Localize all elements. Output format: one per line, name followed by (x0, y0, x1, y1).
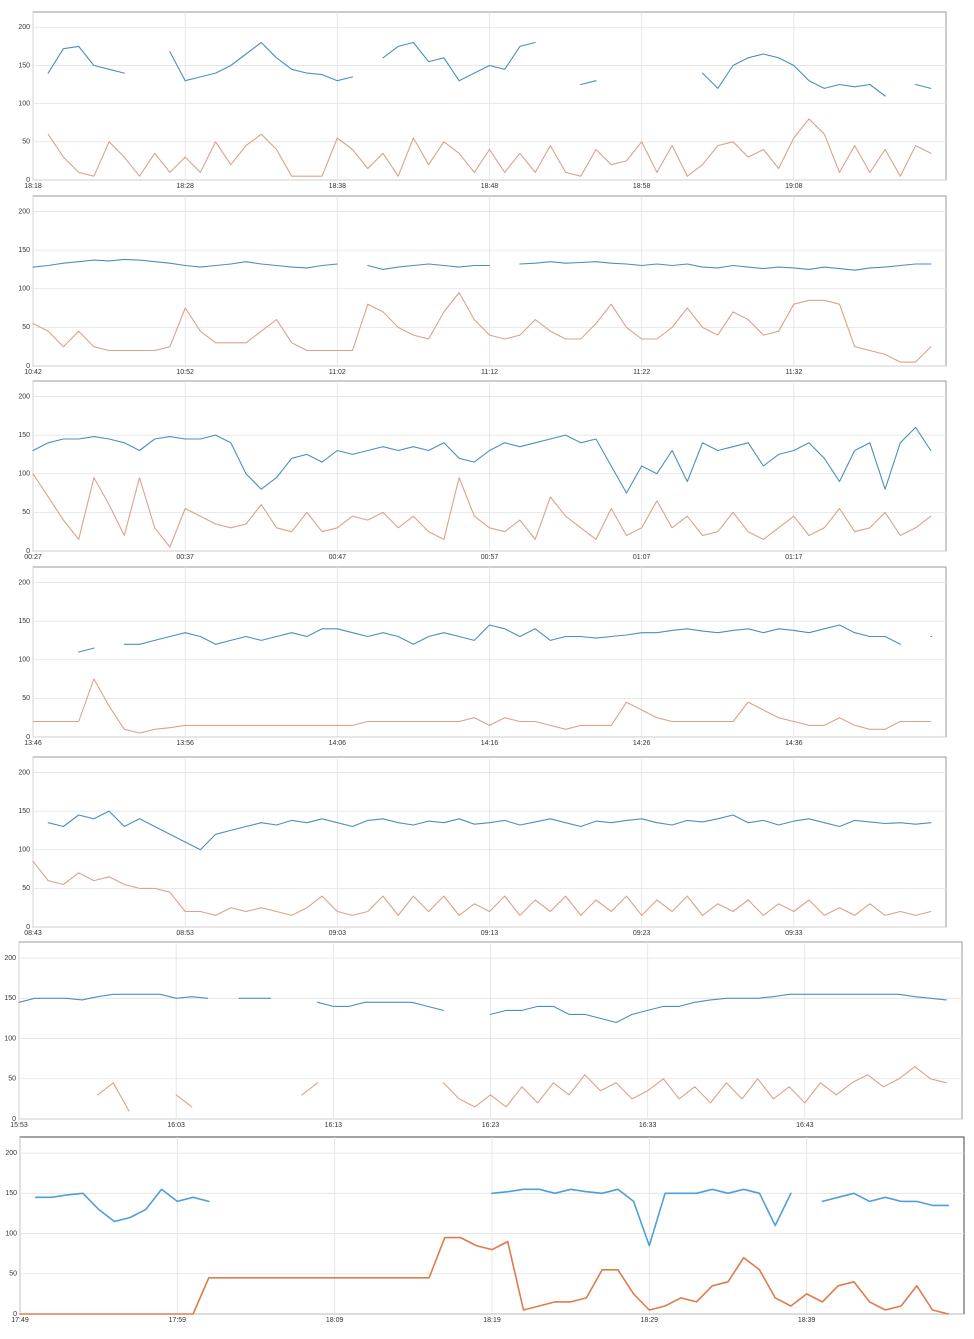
x-tick-label: 08:43 (24, 930, 42, 937)
trace-line (32, 678, 932, 734)
y-tick-label: 0 (26, 363, 30, 370)
x-tick-label: 18:09 (326, 1317, 344, 1324)
x-tick-label: 10:52 (176, 369, 194, 376)
y-tick-label: 50 (22, 139, 30, 146)
x-tick-label: 16:13 (325, 1122, 343, 1129)
y-tick-label: 200 (18, 208, 30, 215)
y-tick-label: 100 (18, 847, 30, 854)
x-tick-label: 00:57 (481, 554, 499, 561)
x-tick-label: 11:12 (481, 369, 498, 376)
y-tick-label: 150 (4, 995, 16, 1002)
trace-line (32, 860, 932, 916)
y-tick-label: 200 (5, 1150, 17, 1157)
x-tick-label: 18:28 (176, 183, 194, 190)
x-tick-label: 13:46 (24, 740, 42, 747)
x-tick-label: 17:59 (169, 1317, 187, 1324)
trace-line (32, 292, 932, 363)
x-tick-label: 00:27 (24, 554, 42, 561)
x-tick-label: 16:03 (167, 1122, 185, 1129)
trace-line (47, 118, 932, 177)
x-tick-label: 18:18 (24, 183, 42, 190)
x-tick-label: 11:22 (633, 369, 650, 376)
trace-line (47, 41, 932, 97)
y-tick-label: 100 (18, 471, 30, 478)
x-tick-label: 09:23 (633, 930, 651, 937)
trace-line (19, 1236, 950, 1315)
x-tick-label: 18:29 (641, 1317, 659, 1324)
y-tick-label: 200 (18, 393, 30, 400)
x-tick-label: 01:07 (633, 554, 651, 561)
trace-line (47, 810, 932, 851)
y-tick-label: 100 (4, 1035, 16, 1042)
y-tick-label: 150 (18, 808, 30, 815)
y-tick-label: 150 (5, 1190, 17, 1197)
y-tick-label: 50 (22, 695, 30, 702)
x-tick-label: 18:19 (483, 1317, 501, 1324)
x-tick-label: 00:47 (329, 554, 347, 561)
x-tick-label: 16:23 (482, 1122, 500, 1129)
trace-line (34, 1188, 950, 1247)
x-tick-label: 08:53 (176, 930, 194, 937)
x-tick-label: 00:37 (176, 554, 194, 561)
y-tick-label: 200 (18, 769, 30, 776)
y-tick-label: 200 (18, 24, 30, 31)
x-tick-label: 09:03 (329, 930, 347, 937)
x-tick-label: 18:48 (481, 183, 499, 190)
y-tick-label: 200 (4, 955, 16, 962)
x-tick-label: 16:43 (796, 1122, 814, 1129)
x-tick-label: 01:17 (785, 554, 803, 561)
y-tick-label: 150 (18, 432, 30, 439)
y-tick-label: 150 (18, 618, 30, 625)
y-tick-label: 50 (22, 324, 30, 331)
y-tick-label: 100 (5, 1230, 17, 1237)
y-tick-label: 0 (13, 1311, 17, 1318)
trace-line (78, 624, 933, 653)
y-tick-label: 100 (18, 286, 30, 293)
x-tick-label: 18:38 (329, 183, 347, 190)
x-tick-label: 11:02 (329, 369, 346, 376)
trace-line (32, 258, 932, 271)
y-tick-label: 50 (8, 1076, 16, 1083)
x-tick-label: 15:53 (10, 1122, 28, 1129)
y-tick-label: 50 (22, 885, 30, 892)
x-tick-label: 14:06 (329, 740, 347, 747)
trace-line (18, 993, 947, 1024)
y-tick-label: 0 (26, 734, 30, 741)
x-tick-label: 09:13 (481, 930, 499, 937)
y-tick-label: 200 (18, 579, 30, 586)
x-tick-label: 17:49 (11, 1317, 29, 1324)
x-tick-label: 14:16 (481, 740, 499, 747)
x-tick-label: 18:39 (798, 1317, 816, 1324)
y-tick-label: 0 (26, 924, 30, 931)
x-tick-label: 11:32 (785, 369, 802, 376)
x-tick-label: 13:56 (176, 740, 194, 747)
x-tick-label: 19:08 (785, 183, 803, 190)
x-tick-label: 14:26 (633, 740, 651, 747)
trace-line (32, 426, 932, 494)
y-tick-label: 150 (18, 247, 30, 254)
trace-line (97, 1066, 947, 1112)
trace-line (32, 473, 932, 548)
y-tick-label: 0 (26, 177, 30, 184)
x-tick-label: 14:36 (785, 740, 803, 747)
y-tick-label: 0 (26, 548, 30, 555)
y-tick-label: 0 (12, 1116, 16, 1123)
y-tick-label: 50 (9, 1271, 17, 1278)
x-tick-label: 10:42 (24, 369, 42, 376)
x-tick-label: 16:33 (639, 1122, 657, 1129)
y-tick-label: 100 (18, 657, 30, 664)
y-tick-label: 150 (18, 62, 30, 69)
x-tick-label: 09:33 (785, 930, 803, 937)
y-tick-label: 100 (18, 100, 30, 107)
x-tick-label: 18:58 (633, 183, 651, 190)
y-tick-label: 50 (22, 509, 30, 516)
